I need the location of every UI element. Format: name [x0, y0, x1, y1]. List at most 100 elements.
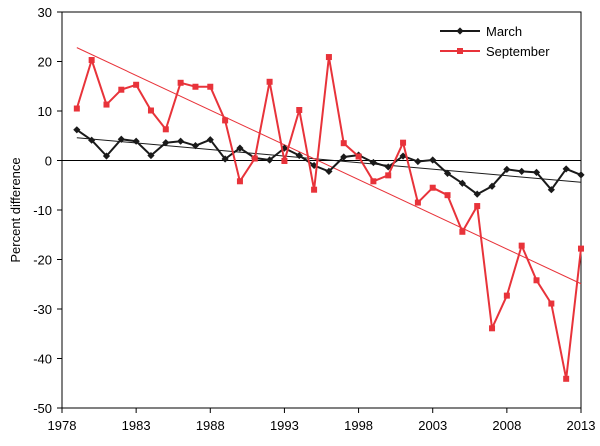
data-point-september: [103, 101, 110, 108]
x-tick-label: 1988: [196, 418, 225, 433]
data-point-march: [518, 167, 526, 175]
data-point-march: [414, 157, 422, 166]
data-point-september: [251, 155, 258, 162]
data-point-september: [429, 184, 436, 191]
data-point-september: [518, 242, 525, 249]
data-point-march: [102, 152, 111, 160]
data-point-september: [400, 139, 407, 146]
data-point-march: [266, 156, 274, 164]
data-point-march: [577, 171, 585, 179]
data-point-september: [133, 81, 140, 88]
x-tick-label: 2013: [567, 418, 596, 433]
data-point-september: [503, 292, 510, 299]
y-tick-label: -30: [33, 302, 52, 317]
data-point-september: [489, 325, 496, 332]
data-point-march: [488, 182, 496, 190]
legend-label-march: March: [486, 24, 522, 39]
data-point-september: [118, 86, 125, 93]
series-march: [73, 126, 585, 198]
data-point-march: [177, 137, 185, 145]
data-point-march: [162, 139, 170, 147]
trend-lines: [76, 47, 582, 285]
data-point-september: [385, 172, 392, 179]
data-point-march: [191, 142, 200, 150]
y-tick-label: 20: [38, 55, 52, 70]
trend-line-september: [76, 47, 582, 285]
data-point-september: [563, 375, 570, 382]
data-point-march: [503, 165, 511, 174]
legend-marker-march: [456, 27, 464, 35]
data-point-september: [147, 107, 154, 114]
data-point-september: [281, 157, 288, 164]
data-point-march: [147, 151, 155, 160]
data-point-september: [192, 83, 199, 90]
trend-line-march: [76, 137, 582, 183]
data-point-march: [562, 165, 570, 173]
data-point-september: [311, 186, 318, 193]
x-tick-label: 1998: [344, 418, 373, 433]
data-point-march: [132, 137, 140, 145]
data-point-september: [325, 54, 332, 61]
plot-area-frame: [61, 11, 582, 409]
data-point-september: [296, 107, 303, 114]
y-axis: 30 20 10 0 -10 -20 -30 -40 -50: [33, 5, 62, 416]
y-tick-label: 10: [38, 104, 52, 119]
series-group: [73, 54, 585, 382]
data-point-march: [325, 167, 333, 175]
y-tick-label: 30: [38, 5, 52, 20]
legend-label-september: September: [486, 44, 550, 59]
series-line-march: [76, 128, 582, 196]
data-point-march: [473, 190, 481, 198]
y-tick-label: 0: [45, 154, 52, 169]
data-point-march: [443, 169, 452, 177]
y-tick-label: -40: [33, 352, 52, 367]
data-point-march: [236, 144, 244, 152]
y-axis-label: Percent difference: [8, 157, 23, 262]
y-tick-label: -50: [33, 401, 52, 416]
data-point-september: [459, 228, 466, 235]
y-tick-label: -20: [33, 253, 52, 268]
x-tick-label: 2008: [492, 418, 521, 433]
data-point-september: [177, 79, 184, 86]
x-tick-label: 2003: [418, 418, 447, 433]
legend: March September: [440, 24, 550, 59]
data-point-september: [162, 126, 169, 133]
data-point-september: [222, 117, 229, 124]
data-point-september: [340, 140, 347, 147]
data-point-september: [474, 203, 481, 210]
legend-marker-september: [457, 48, 463, 54]
data-point-march: [399, 152, 407, 160]
x-tick-label: 1983: [122, 418, 151, 433]
data-point-september: [73, 105, 80, 112]
x-axis: 1978 1983 1988 1993 1998 2003 2008 2013: [48, 408, 596, 433]
data-point-september: [207, 83, 214, 90]
data-point-september: [370, 178, 377, 185]
data-point-march: [88, 136, 96, 144]
data-point-march: [547, 186, 555, 194]
data-point-march: [340, 153, 348, 161]
x-tick-label: 1993: [270, 418, 299, 433]
data-point-march: [458, 179, 466, 187]
data-point-september: [236, 178, 243, 185]
series-september: [73, 54, 584, 382]
data-point-september: [88, 57, 95, 64]
data-point-march: [117, 135, 125, 143]
data-point-march: [369, 158, 377, 167]
data-point-march: [532, 168, 541, 176]
data-point-september: [578, 245, 584, 252]
series-line-september: [75, 56, 582, 380]
data-point-march: [295, 151, 303, 160]
data-point-march: [384, 163, 392, 171]
data-point-september: [266, 78, 273, 85]
data-point-march: [429, 156, 437, 164]
data-point-march: [73, 126, 81, 134]
data-point-september: [414, 199, 421, 206]
x-tick-label: 1978: [48, 418, 77, 433]
data-point-september: [444, 192, 451, 199]
data-point-september: [533, 277, 540, 284]
data-point-september: [355, 153, 362, 160]
data-point-september: [548, 300, 555, 307]
data-point-march: [221, 155, 229, 163]
